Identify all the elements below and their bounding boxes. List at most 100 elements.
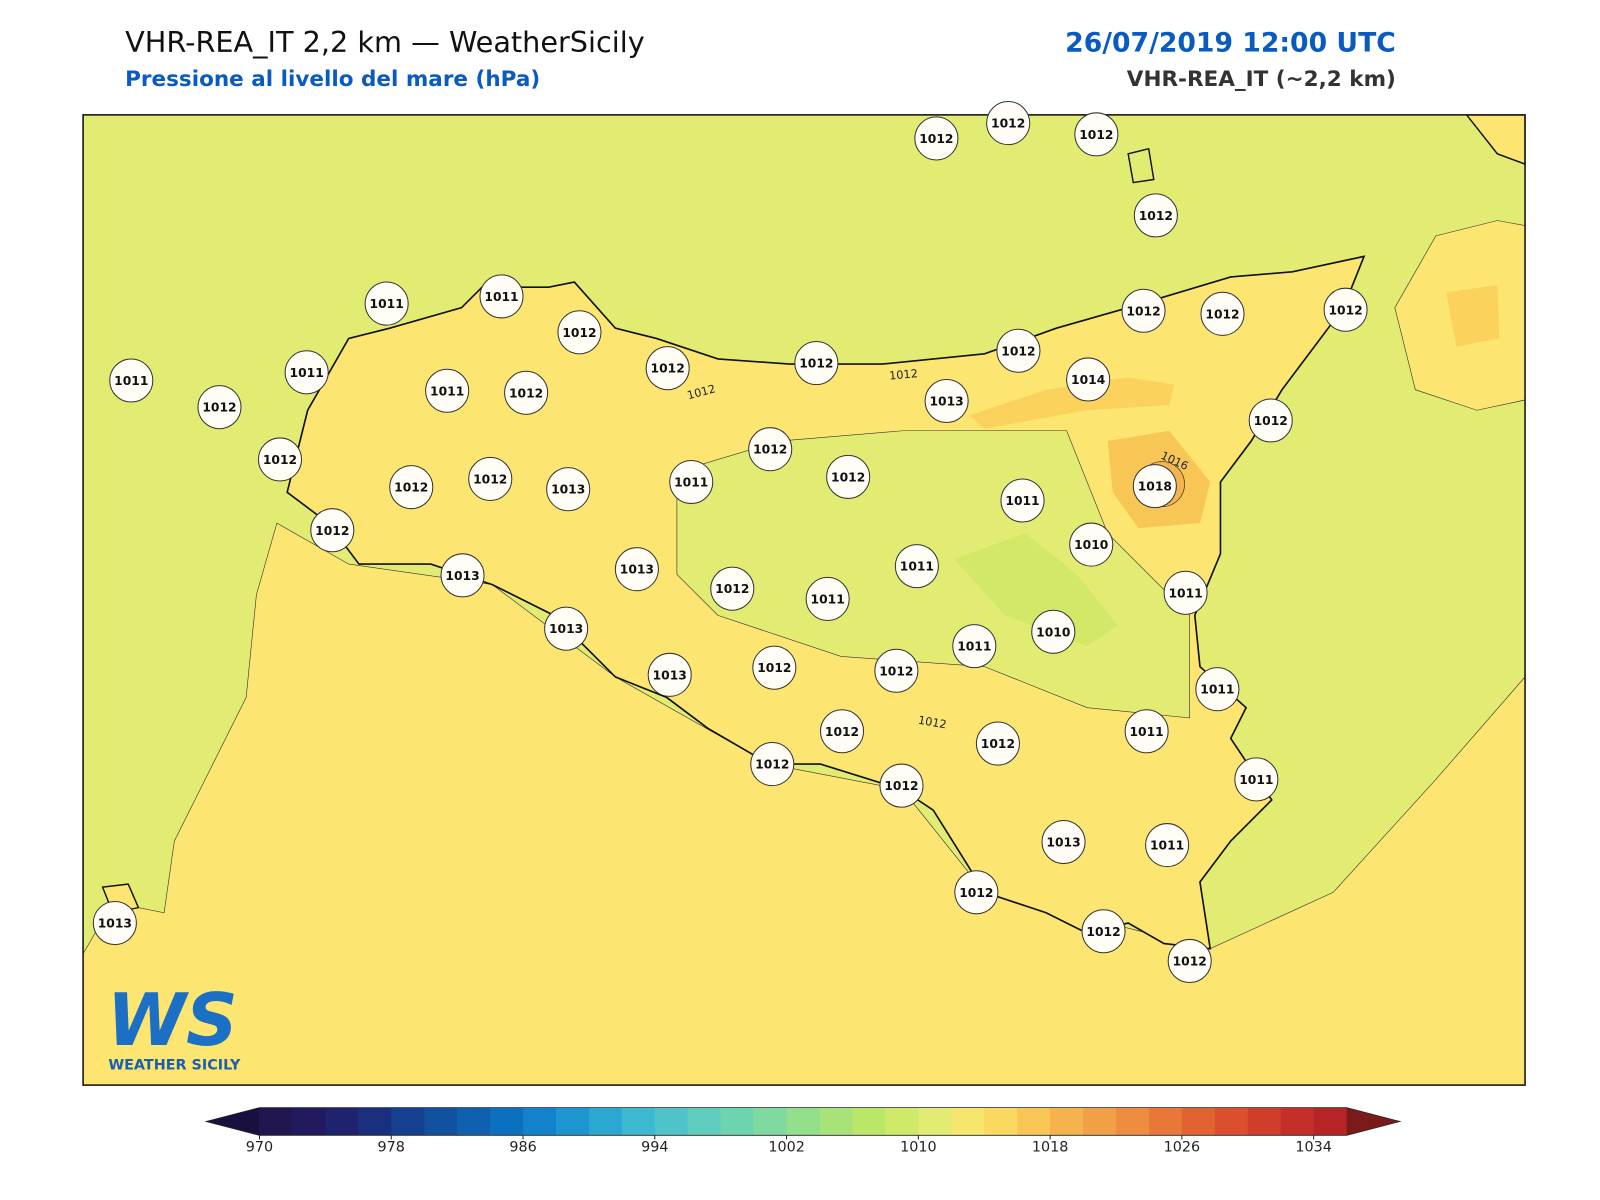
- station-value: 1012: [1086, 925, 1120, 939]
- station-marker: [748, 427, 793, 472]
- station-marker: [924, 378, 969, 424]
- station-value: 1011: [1130, 725, 1164, 739]
- station-value: 1012: [509, 386, 543, 400]
- station-marker: [310, 508, 355, 553]
- station-marker: [546, 467, 591, 512]
- station-marker: [645, 346, 690, 391]
- model: VHR-REA_IT (~2,2 km): [1127, 67, 1396, 92]
- station-marker: [1121, 288, 1166, 333]
- station-value: 1013: [98, 917, 132, 931]
- colorbar-segment: [325, 1107, 359, 1136]
- colorbar-segment: [358, 1107, 392, 1136]
- station-value: 1013: [445, 569, 479, 583]
- station-value: 1013: [1046, 836, 1080, 850]
- station-marker: [794, 341, 839, 386]
- station-value: 1011: [1005, 494, 1039, 508]
- station-marker: [914, 116, 959, 161]
- station-marker: [364, 281, 409, 326]
- station-value: 1012: [394, 481, 428, 495]
- station-marker: [1000, 478, 1045, 523]
- station-marker: [197, 385, 242, 430]
- colorbar-segment: [951, 1107, 985, 1136]
- station-marker: [879, 763, 924, 808]
- colorbar-segment: [1083, 1107, 1117, 1136]
- station-value: 1011: [370, 297, 404, 311]
- station-marker: [614, 547, 659, 592]
- station-value: 1012: [981, 737, 1015, 751]
- station-marker: [647, 652, 692, 697]
- colorbar-segment: [391, 1107, 425, 1136]
- colorbar-tick-label: 1034: [1295, 1140, 1332, 1156]
- colorbar-segment: [852, 1107, 886, 1136]
- station-value: 1012: [1001, 344, 1035, 358]
- colorbar-tick-label: 1026: [1164, 1140, 1201, 1156]
- colorbar-segment: [786, 1107, 821, 1136]
- station-value: 1012: [757, 661, 791, 675]
- station-marker: [389, 465, 434, 510]
- station-value: 1014: [1071, 373, 1105, 387]
- colorbar-tick-label: 978: [378, 1140, 405, 1156]
- station-marker: [1081, 909, 1126, 954]
- station-marker: [1145, 823, 1190, 868]
- island: [1127, 147, 1155, 184]
- colorbar-frame: [204, 1107, 1402, 1136]
- station-value: 1012: [1173, 955, 1207, 969]
- station-value: 1012: [715, 582, 749, 596]
- colorbar-segment: [819, 1107, 853, 1136]
- station-marker: [109, 358, 154, 403]
- station-value: 1012: [831, 470, 865, 484]
- station-marker: [440, 553, 485, 598]
- station-value: 1011: [957, 640, 991, 654]
- station-value: 1011: [1239, 773, 1273, 787]
- station-marker: [1031, 609, 1076, 654]
- colorbar-segment: [918, 1107, 952, 1136]
- station-marker: [92, 900, 137, 946]
- station-marker: [1066, 357, 1111, 402]
- colorbar-over: [1346, 1107, 1400, 1136]
- colorbar-segment: [720, 1107, 755, 1136]
- station-marker: [1323, 287, 1368, 332]
- logo-text: WEATHER SICILY: [108, 1058, 241, 1074]
- calabria-coast: [1465, 114, 1526, 165]
- station-marker: [1069, 522, 1114, 567]
- station-value: 1013: [551, 483, 585, 497]
- station-value: 1012: [1139, 209, 1173, 223]
- station-marker: [425, 368, 470, 413]
- station-value: 1012: [562, 326, 596, 340]
- contour-label: 1012: [889, 367, 919, 382]
- station-marker: [750, 742, 795, 787]
- station-marker: [1041, 819, 1086, 865]
- colorbar-segment: [292, 1107, 326, 1136]
- datetime: 26/07/2019 12:00 UTC: [1065, 28, 1396, 59]
- station-marker: [874, 648, 919, 693]
- station-marker: [1074, 112, 1119, 157]
- colorbar-segment: [457, 1107, 491, 1136]
- colorbar-segment: [1116, 1107, 1150, 1136]
- station-value: 1012: [1205, 307, 1239, 321]
- station-value: 1011: [290, 366, 324, 380]
- colorbar-segment: [523, 1107, 557, 1136]
- high-ridge: [969, 377, 1175, 429]
- station-value: 1010: [1036, 625, 1070, 639]
- station-marker: [1167, 938, 1212, 984]
- map-frame: [82, 114, 1526, 1086]
- colorbar-segment: [687, 1107, 722, 1136]
- station-value: 1011: [674, 476, 708, 490]
- station-marker: [996, 328, 1041, 373]
- low-core: [953, 533, 1118, 647]
- station-marker: [1163, 570, 1208, 615]
- colorbar-segment: [1050, 1107, 1084, 1136]
- station-value: 1012: [799, 357, 833, 371]
- colorbar-segment: [1017, 1107, 1051, 1136]
- station-marker: [986, 101, 1031, 146]
- station-value: 1012: [1126, 304, 1160, 318]
- station-value: 1010: [1074, 538, 1108, 552]
- colorbar-segment: [555, 1107, 590, 1136]
- station-marker: [468, 456, 513, 502]
- station-marker: [257, 437, 303, 482]
- colorbar-segment: [259, 1107, 293, 1136]
- station-value: 1012: [473, 472, 507, 486]
- station-value: 1011: [1168, 586, 1202, 600]
- station-marker: [710, 566, 755, 611]
